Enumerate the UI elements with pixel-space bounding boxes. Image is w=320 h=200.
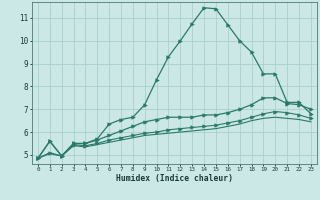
X-axis label: Humidex (Indice chaleur): Humidex (Indice chaleur) bbox=[116, 174, 233, 183]
